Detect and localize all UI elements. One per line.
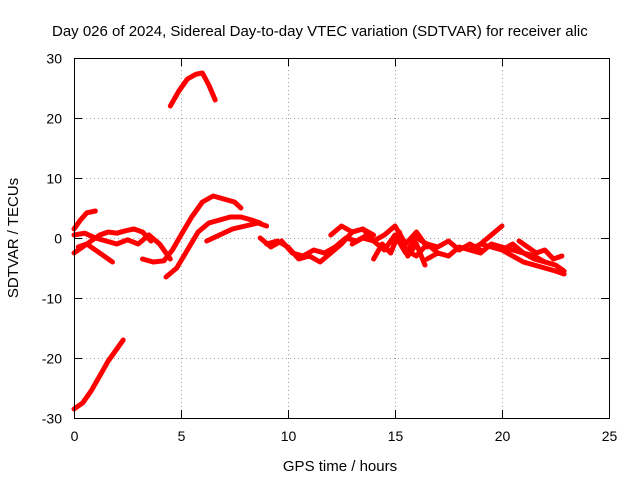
series-line-arc-19 bbox=[516, 238, 565, 262]
series-line-arc-16 bbox=[424, 223, 505, 262]
series-line-arc-6 bbox=[167, 70, 218, 109]
x-tick-label: 0 bbox=[71, 428, 79, 444]
y-tick-labels: -30 -20 -10 0 10 20 30 bbox=[42, 51, 62, 427]
series-line-arc-11 bbox=[257, 232, 370, 259]
series-line-arc-7 bbox=[140, 193, 244, 265]
x-tick-label: 15 bbox=[388, 428, 404, 444]
chart-title: Day 026 of 2024, Sidereal Day-to-day VTE… bbox=[52, 23, 588, 40]
x-axis-label: GPS time / hours bbox=[283, 458, 397, 475]
x-tick-label: 25 bbox=[602, 428, 618, 444]
x-tick-label: 20 bbox=[495, 428, 511, 444]
y-tick-label: 30 bbox=[46, 51, 62, 67]
series-line-arc-8 bbox=[163, 214, 263, 280]
series-line-arc-1 bbox=[71, 208, 98, 232]
x-tick-labels: 0 5 10 15 20 25 bbox=[71, 428, 618, 444]
series-line-arc-15 bbox=[403, 238, 484, 259]
axis-ticks bbox=[74, 58, 610, 419]
series-line-arc-9 bbox=[204, 220, 270, 244]
y-tick-label: -10 bbox=[42, 291, 62, 307]
series-line-arc-18 bbox=[478, 241, 567, 274]
series-line-arc-5 bbox=[71, 337, 126, 412]
series-line-arc-12 bbox=[328, 223, 430, 250]
y-tick-label: -30 bbox=[42, 411, 62, 427]
y-tick-label: 0 bbox=[54, 231, 62, 247]
x-tick-label: 10 bbox=[281, 428, 297, 444]
y-tick-label: 20 bbox=[46, 111, 62, 127]
data-series bbox=[71, 70, 567, 412]
series-line-arc-14 bbox=[371, 229, 428, 268]
series-line-arc-13 bbox=[349, 232, 441, 256]
series-line-arc-20 bbox=[499, 247, 567, 277]
series-line-arc-4 bbox=[71, 230, 173, 262]
series-line-arc-3 bbox=[75, 241, 115, 265]
x-tick-label: 5 bbox=[178, 428, 186, 444]
y-tick-label: -20 bbox=[42, 351, 62, 367]
y-tick-label: 10 bbox=[46, 171, 62, 187]
y-axis-label: SDTVAR / TECUs bbox=[5, 178, 22, 298]
